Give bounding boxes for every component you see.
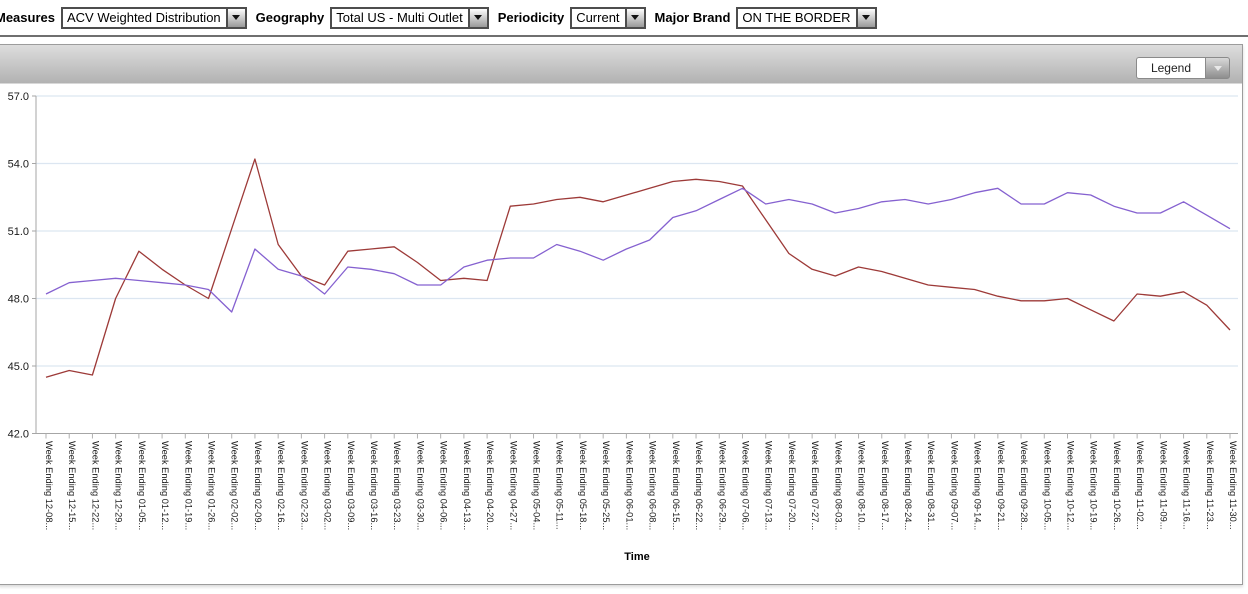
x-axis-tick-label: Week Ending 09-07...: [949, 441, 959, 530]
x-axis-tick-label: Week Ending 10-05...: [1042, 441, 1052, 530]
x-axis-tick-label: Week Ending 05-25...: [601, 441, 611, 530]
x-axis-tick-label: Week Ending 11-16...: [1182, 441, 1192, 530]
legend-button[interactable]: Legend: [1136, 57, 1230, 79]
geography-label: Geography: [256, 10, 325, 25]
x-axis-tick-label: Week Ending 10-12...: [1065, 441, 1075, 530]
x-axis-tick-label: Week Ending 03-30...: [415, 441, 425, 530]
x-axis-tick-label: Week Ending 05-04...: [532, 441, 542, 530]
x-axis-tick-label: Week Ending 08-31...: [926, 441, 936, 530]
major-brand-dropdown[interactable]: ON THE BORDER: [736, 7, 876, 29]
chart-panel: Legend 57.0 54.0 51.0 48.0 45.0 42.0 Week Endi…: [0, 44, 1243, 585]
legend-dropdown-arrow[interactable]: [1205, 57, 1230, 79]
legend-button-label: Legend: [1136, 57, 1205, 79]
chevron-down-icon: [474, 15, 482, 20]
chevron-down-icon: [1214, 66, 1222, 71]
chevron-down-icon: [631, 15, 639, 20]
x-axis-title: Time: [624, 551, 649, 563]
chart-panel-header: Legend: [0, 45, 1242, 84]
red-series-line: [46, 159, 1230, 377]
periodicity-label: Periodicity: [498, 10, 564, 25]
y-axis-tick-label: 57.0: [8, 91, 29, 103]
x-axis-tick-label: Week Ending 03-23...: [392, 441, 402, 530]
x-axis-tick-label: Week Ending 06-08...: [648, 441, 658, 530]
x-axis-tick-label: Week Ending 04-27...: [508, 441, 518, 530]
x-axis-tick-label: Week Ending 04-20...: [485, 441, 495, 530]
x-axis-tick-label: Week Ending 12-15...: [67, 441, 77, 530]
x-axis-tick-label: Week Ending 05-11...: [555, 441, 565, 530]
x-axis-tick-label: Week Ending 01-19...: [183, 441, 193, 530]
x-axis-tick-label: Week Ending 02-02...: [230, 441, 240, 530]
x-axis-tick-label: Week Ending 08-24...: [903, 441, 913, 530]
x-axis-tick-label: Week Ending 06-22...: [694, 441, 704, 530]
periodicity-dropdown[interactable]: Current: [570, 7, 645, 29]
x-axis-tick-label: Week Ending 07-20...: [787, 441, 797, 530]
x-axis-tick-label: Week Ending 06-15...: [671, 441, 681, 530]
x-axis-tick-label: Week Ending 11-23...: [1205, 441, 1215, 530]
chevron-down-icon: [862, 15, 870, 20]
x-axis-tick-label: Week Ending 09-21...: [996, 441, 1006, 530]
x-axis-tick-label: Week Ending 01-05...: [137, 441, 147, 530]
x-axis-tick-label: Week Ending 01-26...: [207, 441, 217, 530]
x-axis-tick-label: Week Ending 10-26...: [1112, 441, 1122, 530]
toolbar: Measures ACV Weighted Distribution Geogr…: [0, 0, 1248, 37]
y-axis-tick-label: 45.0: [8, 361, 29, 373]
major-brand-dropdown-arrow-icon[interactable]: [856, 9, 875, 27]
major-brand-dropdown-value: ON THE BORDER: [738, 9, 855, 27]
x-axis-tick-label: Week Ending 09-28...: [1019, 441, 1029, 530]
x-axis-tick-label: Week Ending 04-13...: [462, 441, 472, 530]
x-axis-tick-label: Week Ending 07-27...: [810, 441, 820, 530]
y-axis-tick-label: 51.0: [8, 226, 29, 238]
measures-dropdown-arrow-icon[interactable]: [226, 9, 245, 27]
measures-label: Measures: [0, 10, 55, 25]
x-axis-tick-label: Week Ending 03-09...: [346, 441, 356, 530]
x-axis-tick-label: Week Ending 06-29...: [717, 441, 727, 530]
x-axis-tick-label: Week Ending 02-16...: [276, 441, 286, 530]
geography-dropdown-value: Total US - Multi Outlet: [332, 9, 467, 27]
x-axis-tick-label: Week Ending 11-30...: [1228, 441, 1238, 530]
periodicity-dropdown-arrow-icon[interactable]: [625, 9, 644, 27]
measures-dropdown[interactable]: ACV Weighted Distribution: [61, 7, 247, 29]
y-axis-tick-label: 48.0: [8, 294, 29, 306]
x-axis-tick-label: Week Ending 03-02...: [323, 441, 333, 530]
x-axis-tick-label: Week Ending 09-14...: [973, 441, 983, 530]
line-chart: 57.0 54.0 51.0 48.0 45.0 42.0 Week Ending 12-0…: [0, 83, 1240, 585]
x-axis-tick-label: Week Ending 02-09...: [253, 441, 263, 530]
y-axis-tick-label: 42.0: [8, 429, 29, 441]
x-axis-tick-label: Week Ending 04-06...: [439, 441, 449, 530]
x-axis-tick-label: Week Ending 08-10...: [857, 441, 867, 530]
x-axis-tick-label: Week Ending 05-18...: [578, 441, 588, 530]
x-axis-tick-label: Week Ending 08-03...: [833, 441, 843, 530]
x-axis-tick-label: Week Ending 02-23...: [299, 441, 309, 530]
geography-dropdown[interactable]: Total US - Multi Outlet: [330, 7, 488, 29]
x-axis-tick-label: Week Ending 12-08...: [44, 441, 54, 530]
x-axis-tick-label: Week Ending 12-22...: [90, 441, 100, 530]
x-axis-tick-label: Week Ending 07-06...: [740, 441, 750, 530]
x-axis-tick-label: Week Ending 03-16...: [369, 441, 379, 530]
purple-series-line: [46, 188, 1230, 312]
x-axis-tick-label: Week Ending 08-17...: [880, 441, 890, 530]
major-brand-label: Major Brand: [655, 10, 731, 25]
chevron-down-icon: [232, 15, 240, 20]
x-axis-tick-label: Week Ending 11-02...: [1135, 441, 1145, 530]
x-axis-tick-label: Week Ending 07-13...: [764, 441, 774, 530]
x-axis-tick-label: Week Ending 06-01...: [624, 441, 634, 530]
measures-dropdown-value: ACV Weighted Distribution: [63, 9, 226, 27]
periodicity-dropdown-value: Current: [572, 9, 624, 27]
x-axis-tick-label: Week Ending 12-29...: [114, 441, 124, 530]
x-axis-tick-label: Week Ending 10-19...: [1089, 441, 1099, 530]
geography-dropdown-arrow-icon[interactable]: [468, 9, 487, 27]
y-axis-tick-label: 54.0: [8, 159, 29, 171]
x-axis-tick-label: Week Ending 11-09...: [1158, 441, 1168, 530]
x-axis-tick-label: Week Ending 01-12...: [160, 441, 170, 530]
